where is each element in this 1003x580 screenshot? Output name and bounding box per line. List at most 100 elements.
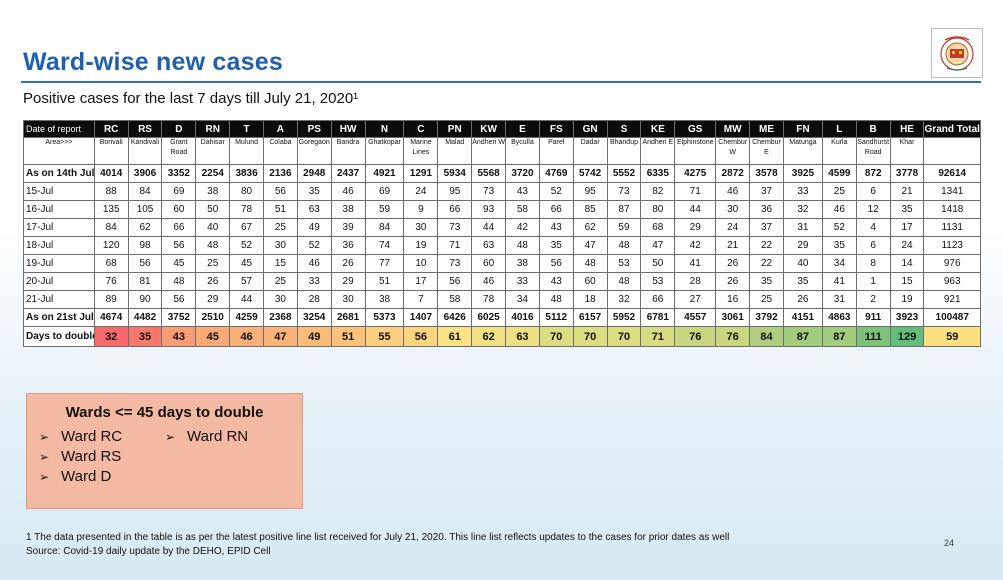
case-count-cell: 66 bbox=[538, 200, 574, 219]
area-name-cell: Kurla bbox=[821, 137, 857, 165]
source-note: Source: Covid-19 daily update by the DEH… bbox=[26, 546, 271, 557]
case-count-cell: 52 bbox=[821, 218, 857, 237]
area-name-cell: Borivali bbox=[93, 137, 129, 165]
case-count-cell: 32 bbox=[782, 200, 823, 219]
table-header-row: Date of report RC RS D RN T A PS HW N C PN KW E FS GN S K… bbox=[23, 120, 981, 138]
case-count-cell: 60 bbox=[572, 272, 608, 291]
case-count-cell: 77 bbox=[364, 254, 405, 273]
doubling-days-cell: 49 bbox=[296, 326, 332, 347]
case-count-cell: 84 bbox=[93, 218, 129, 237]
case-count-cell: 1407 bbox=[403, 308, 439, 327]
case-count-cell: 19 bbox=[889, 290, 925, 309]
case-count-cell: 2136 bbox=[262, 164, 298, 183]
case-count-cell: 25 bbox=[262, 218, 298, 237]
header-ward-cell: HW bbox=[330, 120, 366, 138]
case-count-cell: 68 bbox=[640, 218, 676, 237]
case-count-cell: 26 bbox=[330, 254, 366, 273]
case-count-cell: 22 bbox=[749, 236, 784, 255]
area-name-cell: Andheri E bbox=[640, 137, 676, 165]
case-count-cell: 43 bbox=[538, 272, 574, 291]
case-count-cell: 105 bbox=[127, 200, 163, 219]
case-count-cell: 4014 bbox=[93, 164, 129, 183]
case-count-cell: 66 bbox=[437, 200, 473, 219]
case-count-cell: 5742 bbox=[572, 164, 608, 183]
case-count-cell: 56 bbox=[161, 236, 197, 255]
case-count-cell: 59 bbox=[364, 200, 405, 219]
area-name-cell: Marine Lines bbox=[403, 137, 439, 165]
case-count-cell: 2681 bbox=[330, 308, 366, 327]
case-count-cell: 38 bbox=[330, 200, 366, 219]
case-count-cell: 30 bbox=[262, 236, 298, 255]
case-count-cell: 80 bbox=[640, 200, 676, 219]
case-count-cell: 25 bbox=[749, 290, 784, 309]
page-number: 24 bbox=[944, 538, 955, 548]
case-count-cell: 47 bbox=[640, 236, 676, 255]
case-count-cell: 2872 bbox=[715, 164, 751, 183]
case-count-cell: 3925 bbox=[782, 164, 823, 183]
doubling-days-cell: 129 bbox=[889, 326, 925, 347]
case-count-cell: 56 bbox=[127, 254, 163, 273]
header-date-of-report: Date of report bbox=[23, 120, 95, 138]
header-ward-cell: C bbox=[403, 120, 439, 138]
case-count-cell: 36 bbox=[749, 200, 784, 219]
case-count-cell: 48 bbox=[606, 272, 642, 291]
case-count-cell: 4482 bbox=[127, 308, 163, 327]
callout-ward-item: ➢ Ward RN bbox=[165, 428, 248, 445]
case-count-cell: 41 bbox=[821, 272, 857, 291]
doubling-days-cell: 61 bbox=[437, 326, 473, 347]
case-count-cell: 2510 bbox=[195, 308, 231, 327]
case-count-cell: 81 bbox=[127, 272, 163, 291]
case-count-cell: 3061 bbox=[715, 308, 751, 327]
case-count-cell: 5112 bbox=[538, 308, 574, 327]
grand-total-cell: 92614 bbox=[923, 164, 981, 183]
case-count-cell: 76 bbox=[93, 272, 129, 291]
table-row: 21-Jul 89 90 56 29 44 30 28 30 38 7 58 78 34 48 18 32 66 2… bbox=[23, 290, 981, 309]
case-count-cell: 18 bbox=[572, 290, 608, 309]
case-count-cell: 49 bbox=[296, 218, 332, 237]
case-count-cell: 29 bbox=[782, 236, 823, 255]
case-count-cell: 58 bbox=[505, 200, 540, 219]
case-count-cell: 2 bbox=[855, 290, 891, 309]
case-count-cell: 38 bbox=[364, 290, 405, 309]
case-count-cell: 3923 bbox=[889, 308, 925, 327]
header-ward-cell: RS bbox=[127, 120, 163, 138]
case-count-cell: 26 bbox=[715, 254, 751, 273]
case-count-cell: 26 bbox=[715, 272, 751, 291]
case-count-cell: 6 bbox=[855, 182, 891, 201]
case-count-cell: 24 bbox=[889, 236, 925, 255]
case-count-cell: 37 bbox=[749, 218, 784, 237]
case-count-cell: 42 bbox=[505, 218, 540, 237]
header-ward-cell: T bbox=[229, 120, 264, 138]
case-count-cell: 6426 bbox=[437, 308, 473, 327]
case-count-cell: 34 bbox=[821, 254, 857, 273]
doubling-days-cell: 45 bbox=[195, 326, 231, 347]
callout-ward-label: Ward RN bbox=[187, 428, 249, 445]
case-count-cell: 47 bbox=[572, 236, 608, 255]
case-count-cell: 27 bbox=[674, 290, 717, 309]
case-count-cell: 33 bbox=[782, 182, 823, 201]
case-count-cell: 52 bbox=[296, 236, 332, 255]
case-count-cell: 45 bbox=[161, 254, 197, 273]
case-count-cell: 26 bbox=[782, 290, 823, 309]
area-name-cell: Bhandup bbox=[606, 137, 642, 165]
case-count-cell: 78 bbox=[229, 200, 264, 219]
row-date-label: 17-Jul bbox=[23, 218, 95, 237]
case-count-cell: 56 bbox=[538, 254, 574, 273]
case-count-cell: 6157 bbox=[572, 308, 608, 327]
case-count-cell: 1291 bbox=[403, 164, 439, 183]
case-count-cell: 43 bbox=[538, 218, 574, 237]
doubling-days-cell: 55 bbox=[364, 326, 405, 347]
case-count-cell: 5952 bbox=[606, 308, 642, 327]
area-label-cell: Area>>> bbox=[23, 137, 95, 165]
case-count-cell: 8 bbox=[855, 254, 891, 273]
header-ward-cell: PS bbox=[296, 120, 332, 138]
doubling-days-cell: 63 bbox=[505, 326, 540, 347]
case-count-cell: 30 bbox=[262, 290, 298, 309]
doubling-days-cell: 51 bbox=[330, 326, 366, 347]
case-count-cell: 3752 bbox=[161, 308, 197, 327]
case-count-cell: 6335 bbox=[640, 164, 676, 183]
doubling-days-cell: 87 bbox=[782, 326, 823, 347]
case-count-cell: 4769 bbox=[538, 164, 574, 183]
footnote: 1 The data presented in the table is as … bbox=[26, 532, 730, 543]
case-count-cell: 67 bbox=[229, 218, 264, 237]
